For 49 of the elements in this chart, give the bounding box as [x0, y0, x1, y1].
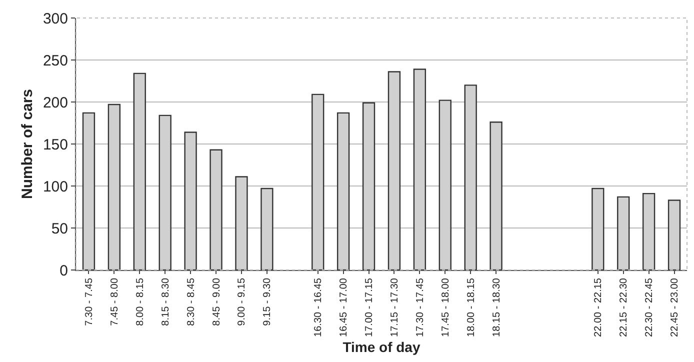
bar [184, 132, 197, 270]
y-tick-label: 300 [42, 10, 68, 28]
bar [413, 68, 426, 270]
x-tick-label: 18.15 - 18.30 [491, 278, 502, 337]
y-tick-label: 100 [42, 178, 68, 196]
y-axis-title: Number of cars [19, 88, 36, 200]
bar [464, 84, 477, 270]
x-tick-label: 17.15 - 17.30 [389, 278, 400, 337]
x-tick-label: 17.30 - 17.45 [414, 278, 426, 337]
x-tick-label: 7.30 - 7.45 [84, 278, 95, 326]
bar [260, 188, 274, 270]
bar [82, 112, 96, 270]
bar [362, 102, 376, 270]
x-tick-label: 8.45 - 9.00 [211, 278, 222, 326]
y-tick-label: 200 [42, 94, 68, 112]
bar [642, 192, 656, 270]
y-tick-label: 250 [42, 52, 68, 70]
x-tick-label: 16.45 - 17.00 [338, 278, 350, 337]
x-tick-label: 8.15 - 8.30 [160, 278, 172, 326]
bar [312, 94, 324, 270]
bar [438, 100, 452, 270]
x-tick-label: 8.00 - 8.15 [134, 278, 146, 326]
y-tick-label: 0 [60, 262, 68, 280]
x-tick-label: 9.00 - 9.15 [236, 278, 248, 326]
y-tick-label: 150 [42, 136, 68, 154]
bar [158, 114, 172, 270]
bar [490, 122, 502, 270]
bar [336, 112, 350, 270]
x-tick-label: 18.00 - 18.15 [466, 278, 477, 337]
x-tick-label: 22.00 - 22.15 [593, 278, 604, 337]
bar [108, 104, 121, 270]
bar [617, 196, 630, 270]
x-tick-label: 16.30 - 16.45 [313, 278, 324, 337]
bar [592, 188, 604, 270]
x-tick-label: 17.45 - 18.00 [440, 278, 452, 337]
x-tick-label: 8.30 - 8.45 [186, 278, 197, 326]
bar [668, 200, 681, 270]
x-tick-label: 22.45 - 23.00 [670, 278, 681, 337]
bar [388, 71, 401, 270]
x-tick-label: 22.30 - 22.45 [644, 278, 656, 337]
x-tick-label: 17.00 - 17.15 [364, 278, 376, 337]
x-axis-title: Time of day [342, 338, 420, 355]
y-tick-label: 50 [51, 220, 68, 238]
x-tick-label: 9.15 - 9.30 [262, 278, 274, 326]
bar [133, 72, 146, 270]
x-tick-label: 7.45 - 8.00 [109, 278, 120, 326]
bar [210, 149, 222, 270]
x-tick-label: 22.15 - 22.30 [618, 278, 630, 337]
bar [235, 176, 248, 270]
